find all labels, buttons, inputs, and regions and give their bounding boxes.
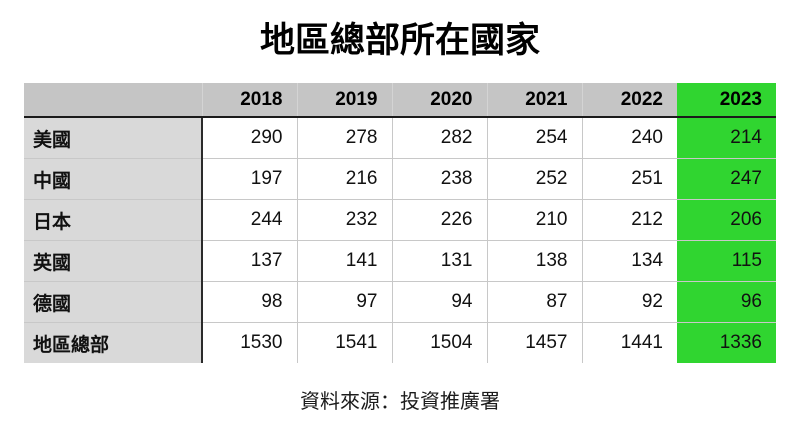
cell-value: 1530 <box>201 322 297 363</box>
cell-value: 137 <box>201 240 297 282</box>
row-label: 地區總部 <box>24 322 203 363</box>
cell-value: 210 <box>486 199 582 241</box>
row-label: 日本 <box>24 199 203 241</box>
cell-value: 98 <box>201 281 297 323</box>
row-label: 中國 <box>24 158 203 200</box>
cell-value: 1504 <box>391 322 487 363</box>
header-year-2019: 2019 <box>296 83 392 118</box>
cell-value: 134 <box>581 240 677 282</box>
header-year-2023-highlighted: 2023 <box>677 83 776 118</box>
cell-value: 238 <box>391 158 487 200</box>
cell-value: 141 <box>296 240 392 282</box>
cell-value: 131 <box>391 240 487 282</box>
cell-value: 1441 <box>581 322 677 363</box>
table-row-total: 地區總部 1530 1541 1504 1457 1441 1336 <box>24 322 776 363</box>
cell-value: 1457 <box>486 322 582 363</box>
table-row-usa: 美國 290 278 282 254 240 214 <box>24 116 776 159</box>
headquarters-table: 2018 2019 2020 2021 2022 2023 美國 290 278… <box>24 83 776 363</box>
cell-value: 252 <box>486 158 582 200</box>
header-year-2021: 2021 <box>486 83 582 118</box>
table-row-germany: 德國 98 97 94 87 92 96 <box>24 281 776 323</box>
header-corner-cell <box>24 83 202 118</box>
header-year-2020: 2020 <box>391 83 487 118</box>
cell-value: 197 <box>201 158 297 200</box>
page-title: 地區總部所在國家 <box>259 21 540 60</box>
cell-value: 232 <box>296 199 392 241</box>
cell-value: 290 <box>201 116 297 159</box>
cell-value: 87 <box>486 281 582 323</box>
cell-value: 97 <box>296 281 392 323</box>
table-row-uk: 英國 137 141 131 138 134 115 <box>24 240 776 282</box>
cell-value: 244 <box>201 199 297 241</box>
table-row-japan: 日本 244 232 226 210 212 206 <box>24 199 776 241</box>
cell-value: 251 <box>581 158 677 200</box>
cell-value: 278 <box>296 116 392 159</box>
cell-value-highlighted: 96 <box>677 281 776 323</box>
cell-value: 240 <box>581 116 677 159</box>
header-year-2022: 2022 <box>581 83 677 118</box>
row-label: 德國 <box>24 281 203 323</box>
cell-value-highlighted: 247 <box>677 158 776 200</box>
cell-value: 282 <box>391 116 487 159</box>
cell-value: 92 <box>581 281 677 323</box>
cell-value: 254 <box>486 116 582 159</box>
cell-value: 216 <box>296 158 392 200</box>
header-year-2018: 2018 <box>201 83 297 118</box>
page: 地區總部所在國家 2018 2019 2020 2021 2022 2023 美… <box>0 18 800 443</box>
cell-value-highlighted: 115 <box>677 240 776 282</box>
cell-value: 94 <box>391 281 487 323</box>
row-label: 美國 <box>24 116 203 159</box>
table-row-china: 中國 197 216 238 252 251 247 <box>24 158 776 200</box>
cell-value-highlighted: 214 <box>677 116 776 159</box>
cell-value: 1541 <box>296 322 392 363</box>
cell-value-highlighted: 1336 <box>677 322 776 363</box>
cell-value: 226 <box>391 199 487 241</box>
table-header-row: 2018 2019 2020 2021 2022 2023 <box>24 83 776 118</box>
row-label: 英國 <box>24 240 203 282</box>
source-note: 資料來源：投資推廣署 <box>300 391 500 413</box>
cell-value-highlighted: 206 <box>677 199 776 241</box>
cell-value: 138 <box>486 240 582 282</box>
cell-value: 212 <box>581 199 677 241</box>
